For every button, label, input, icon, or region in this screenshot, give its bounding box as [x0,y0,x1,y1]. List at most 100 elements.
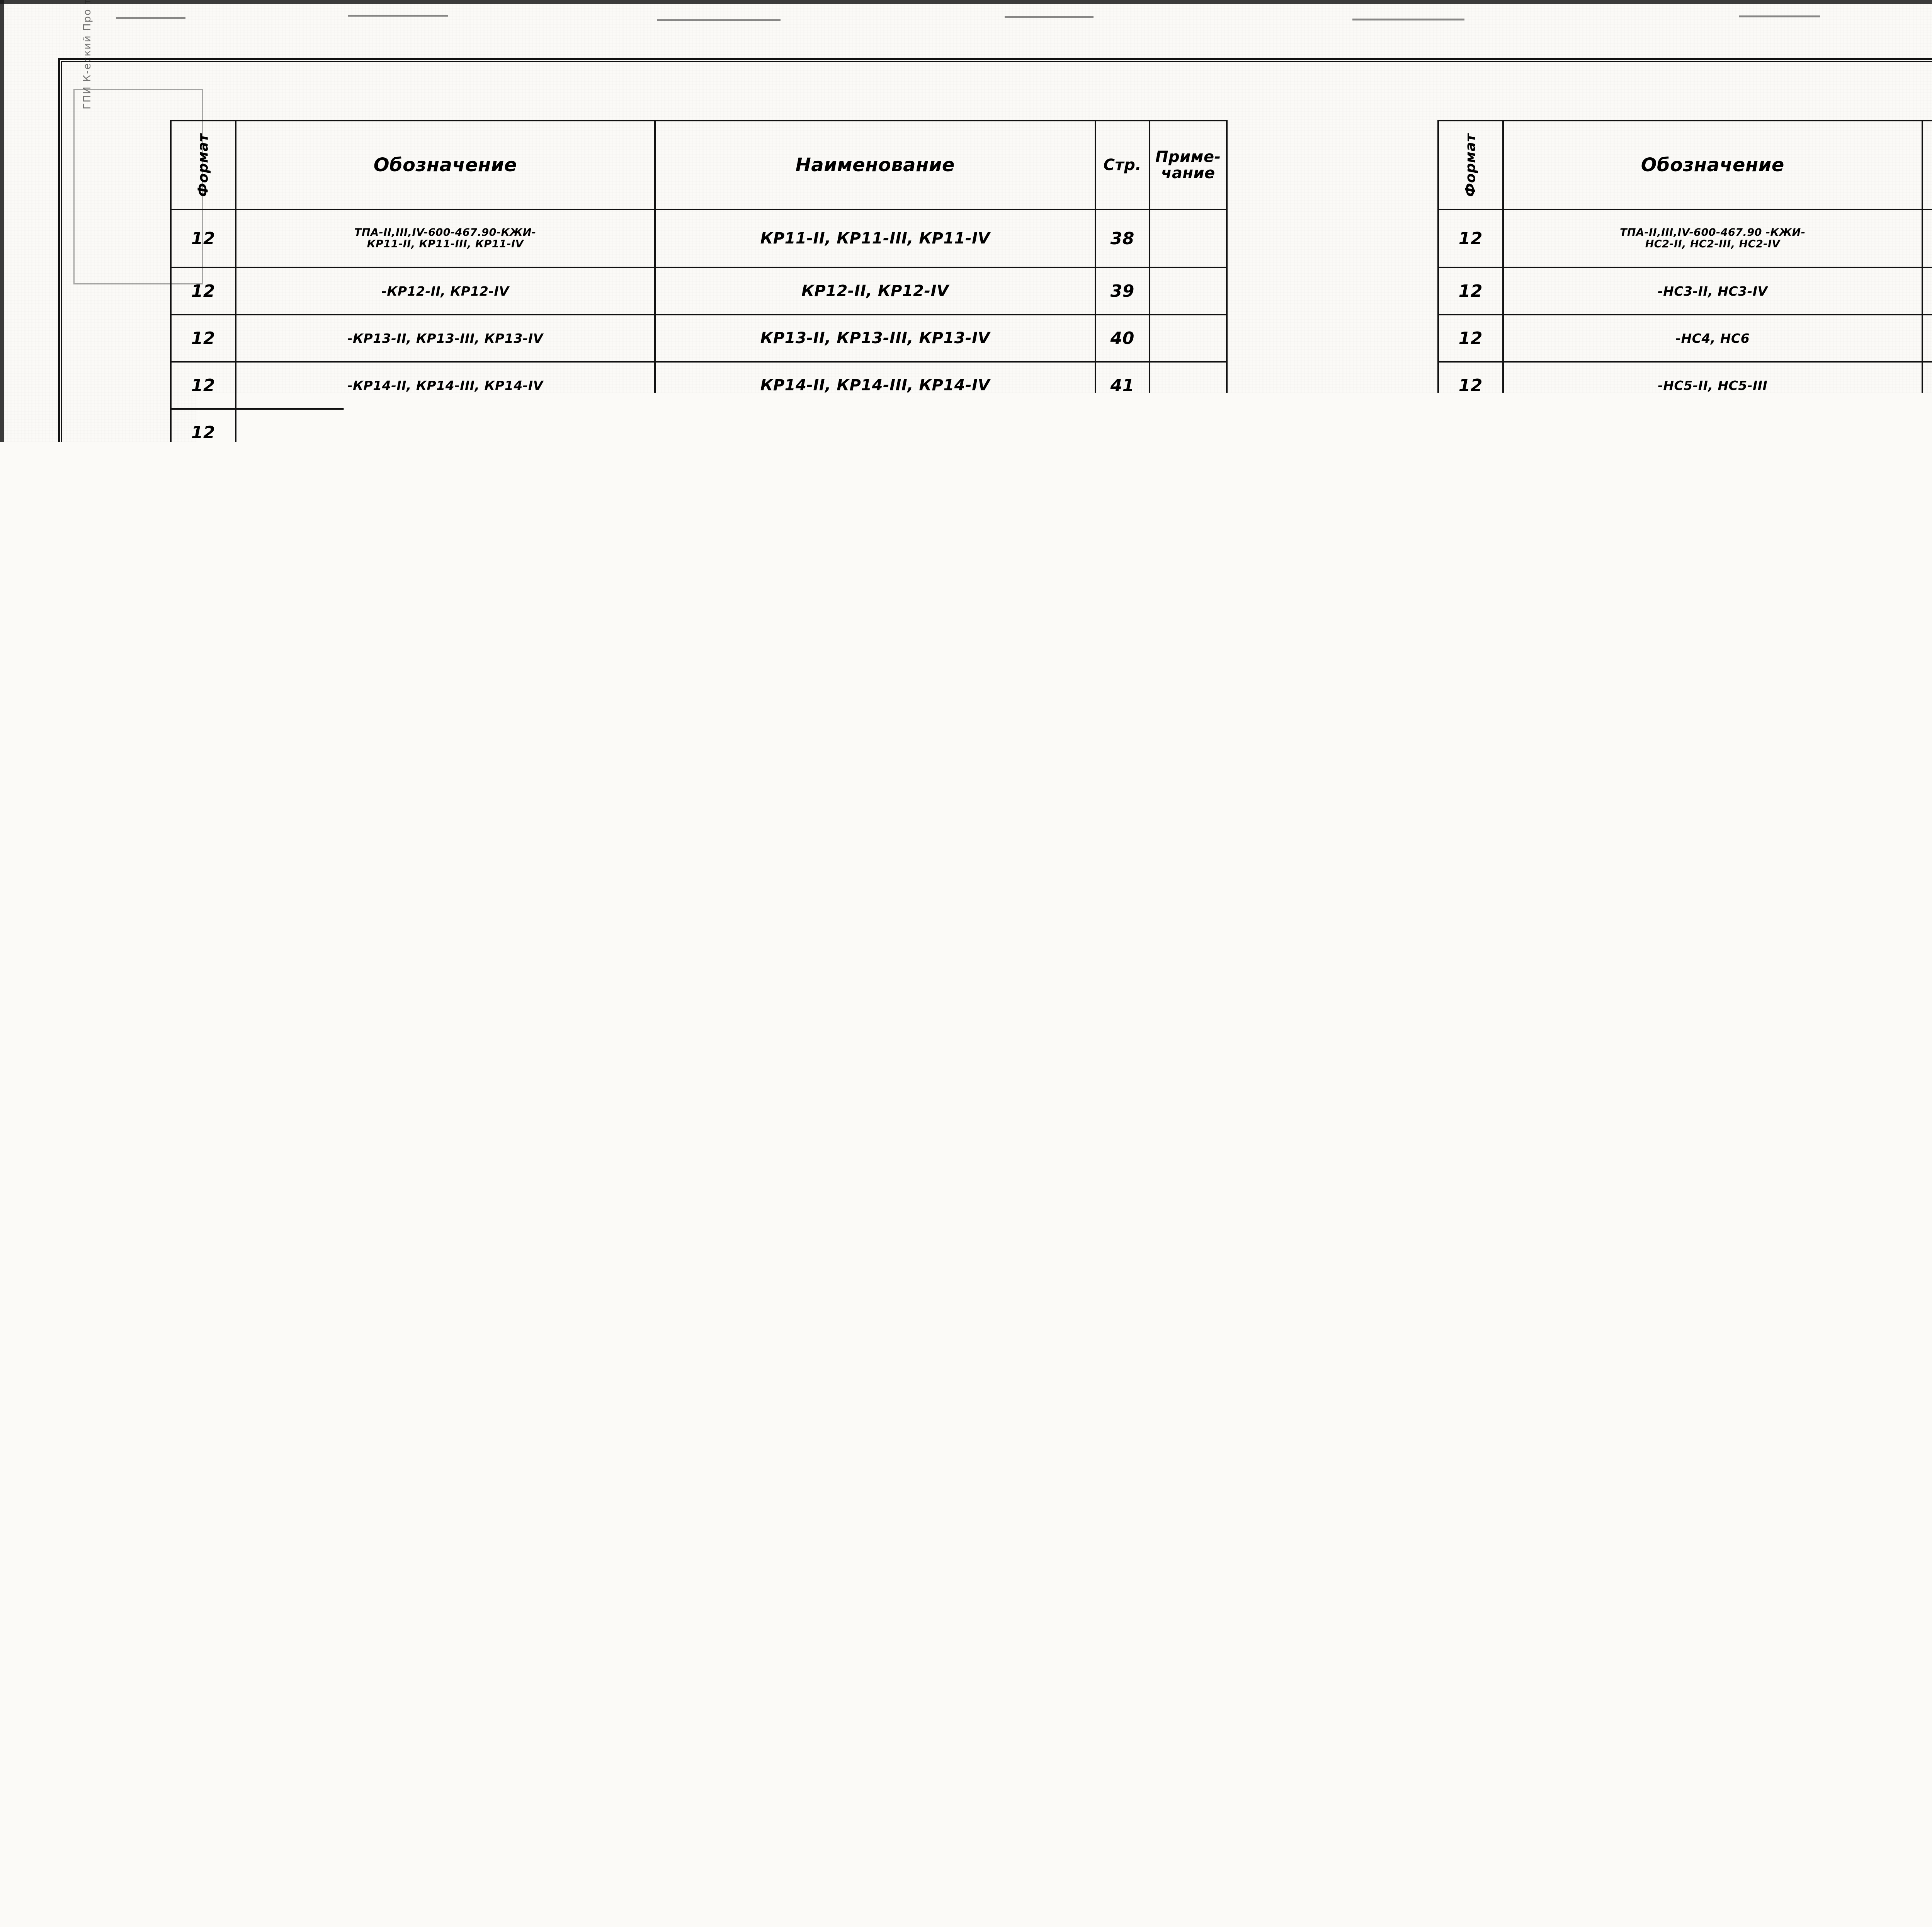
cell-page-value: 67 [1111,1130,1134,1150]
cell-designation-value: -КР21-II, КР21-III, КР21-IV [347,708,543,723]
cell-designation: -НС4, НС6 [1503,315,1922,362]
cell-format [1438,739,1503,786]
cell-page-value: 54 [1111,989,1134,1008]
table-row[interactable]: 12 -КР20-II, КР20-III, КР20-IV КР20-II, КР… [171,645,1227,692]
table-row[interactable]: 12 ТПА-II,III,IV-600-467.90 -КЖИ- НС2-II, … [1438,209,1932,267]
cell-format: 12 [1438,315,1503,362]
table-row[interactable]: 12 -КР13-II, КР13-III, КР13-IV КР13-II, КР… [171,315,1227,362]
header-note-line2: чание [1150,165,1226,181]
cell-note [1150,833,1227,880]
table-row[interactable]: 12 -КР29-II, КР29-III, КР29-IV КР29-II, КР… [171,1069,1227,1116]
cell-name-value: КР19-II , КР19-IV [799,612,952,630]
cell-format-value: 12 [191,376,215,395]
cell-format-value: 12 [1459,470,1483,490]
cell-designation-value: -КР12-II, КР12-IV [381,284,509,299]
cell-format: 12 [171,315,236,362]
cell-page-value: 39 [1111,281,1134,301]
cell-designation-value: -КР22-II, КР22-III, КР22-IV [347,755,543,770]
table-row[interactable]: 12 -КР15-II, КР15-III, КР15-IV КР15-II, КР… [171,409,1227,456]
table-row[interactable]: 12 КР19-II, КР19-IV КР19-II , КР19-IV 46 [171,598,1227,645]
table-row[interactable]: 12-НС5-II, НС5-IIIНС5-II, НС5-III62 [1438,362,1932,409]
cell-format-value: 12 [191,800,215,820]
cell-format-value: 12 [1459,229,1483,249]
table-row[interactable] [1438,550,1932,598]
scan-artifact [1121,1893,1213,1895]
cell-format: 12 [171,1163,236,1210]
cell-designation-value: -КР30-II, КР30-III, КР30-IV [347,1132,543,1147]
cell-name: НС1-II, НС1-III, НС1-IV [655,1163,1095,1210]
table-row[interactable]: 12 -КР17-II, КР17-III, КР17-IV КР17-II, КР… [171,503,1227,550]
cell-note [1150,975,1227,1022]
table-row[interactable] [1438,598,1932,645]
cell-page-value: 58 [1111,1177,1134,1197]
table-row[interactable]: 12-НС3-II, НС3-IVНС3-II, НС3-IV60 [1438,267,1932,315]
cell-designation [1503,598,1922,645]
table-row[interactable]: 12 -КР25-II, КР25-III, КР25-IV КР25-II, КР… [171,880,1227,928]
cell-designation: -НС3-II, НС3-IV [1503,267,1922,315]
table-row[interactable]: 12 -КР23-II, КР23-III, КР23-IV КР23-II, КР… [171,786,1227,833]
cell-format-value: 12 [191,423,215,443]
table-row[interactable]: 12-НС4, НС6НС4, НС661 [1438,315,1932,362]
title-block-date-2 [1745,1784,1807,1823]
table-row[interactable]: 12 -КР26-II, КР26-III, КР26-IV КР26-II, КР… [171,928,1227,975]
table-row[interactable]: 12 -КР12-II, КР12-IV КР12-II, КР12-IV 39 [171,267,1227,315]
margin-cell-vzam: Взам. инв. № [77,1275,124,1442]
cell-note [1150,1163,1227,1210]
cell-name: КР16-II, КР16-III, КР16-IV [655,456,1095,503]
table-row[interactable]: 12-НС11НС1165. [1438,503,1932,550]
table-row[interactable]: 12 -КР14-II, КР14-III, КР14-IV КР14-II, КР… [171,362,1227,409]
cell-page-value: 41 [1111,376,1134,395]
cell-page-value: 55 [1111,1036,1134,1055]
table-row[interactable]: 12 НС10-IV, НС10-III, НС10-II НС10-IV, НС1… [1438,456,1932,503]
cell-designation-value: -КР28-II, КР28-III, КР28-IV [347,1038,543,1053]
table-row[interactable] [1438,645,1932,692]
cell-name: КР25-II, КР25-III, КР25-IV [655,880,1095,928]
cell-format-value: 12 [191,1083,215,1103]
scan-speck [1325,1067,1328,1069]
cell-page: 67 [1095,1116,1150,1163]
cell-format: 12 [171,267,236,315]
cell-format [1438,645,1503,692]
cell-name-value: КР13-II, КР13-III, КР13-IV [760,329,990,347]
table-row[interactable] [1438,692,1932,739]
album-title: Типовой проект ТПА-II,III,IV-600-467.90 … [134,346,160,1273]
table-row[interactable]: 12 -КР24-II, КР24-III, КР24-IV КР24-II, КР… [171,833,1227,880]
cell-format: 12 [171,928,236,975]
cell-format-value: 12 [191,1036,215,1055]
cell-designation-value: КР19-II, КР19-IV [384,614,506,629]
cell-name: КР11-II, КР11-III, КР11-IV [655,209,1095,267]
cell-format: 12 [171,645,236,692]
table-row[interactable]: 12 -КР16-II, КР16-III, КР16-IV КР16-II, КР… [171,456,1227,503]
cell-format: 12 [171,409,236,456]
cell-format: 12 [1438,409,1503,456]
table-row[interactable]: 12 ТПА-II,III,IV-600-467.90-КЖИ- КР11-II, … [171,209,1227,267]
cell-designation: -КР29-II, КР29-III, КР29-IV [236,1069,655,1116]
cell-designation: -КР14-II, КР14-III, КР14-IV [236,362,655,409]
header-format: Формат [1438,121,1503,209]
table-row[interactable]: 12 -КР27-II, КР27-III, КР27-IV КР27-II, КР… [171,975,1227,1022]
cell-format-value: 12 [191,470,215,490]
cell-designation-value: -КР26-II, КР26-III, КР26-IV [347,944,543,959]
cell-page-value: 50 [1111,800,1134,820]
cell-note [1150,598,1227,645]
cell-name [1922,598,1932,645]
cell-page: 51 [1095,833,1150,880]
table-row[interactable]: 12 -КР18-II, КР18-III, КР18-IV КР18-II, КР… [171,550,1227,598]
cell-designation: -НС5-II, НС5-III [1503,362,1922,409]
cell-note [1150,739,1227,786]
table-row[interactable]: 12 -НС7-II, НС7-IV, НС8 НС7-II, НС7-IV, НС… [1438,409,1932,456]
table-row[interactable]: 12 -КР21-II, КР21-III, КР21-IV КР21-II, КР… [171,692,1227,739]
cell-name: КР23-II, КР23-III, КР23-IV [655,786,1095,833]
cell-format: 12 [171,362,236,409]
table-row[interactable] [1438,739,1932,786]
cell-designation-value: -КР18-II, КР18-III, КР18-IV [347,567,543,582]
cell-name: НС10-IV, НС10-III, НС10-II [1922,456,1932,503]
cell-name: КР18-II, КР18-III, КР18-IV [655,550,1095,598]
table-row[interactable]: 12 -КР22-II, КР22-III, КР22-IV КР22-II, КР… [171,739,1227,786]
table-row[interactable]: 12 -НС1-II, НС1-III, НС1-IV НС1-II, НС1-II… [171,1163,1227,1210]
table-row[interactable]: 12 -КР28-II, КР28-III, КР28-IV КР28-II, КР… [171,1022,1227,1069]
cell-page: 48 [1095,692,1150,739]
cell-format: 12 [171,1022,236,1069]
cell-name: КР29-II, КР29-III, КР29-IV [655,1069,1095,1116]
table-row[interactable]: 12 -КР30-II, КР30-III, КР30-IV КР30-II, КР… [171,1116,1227,1163]
